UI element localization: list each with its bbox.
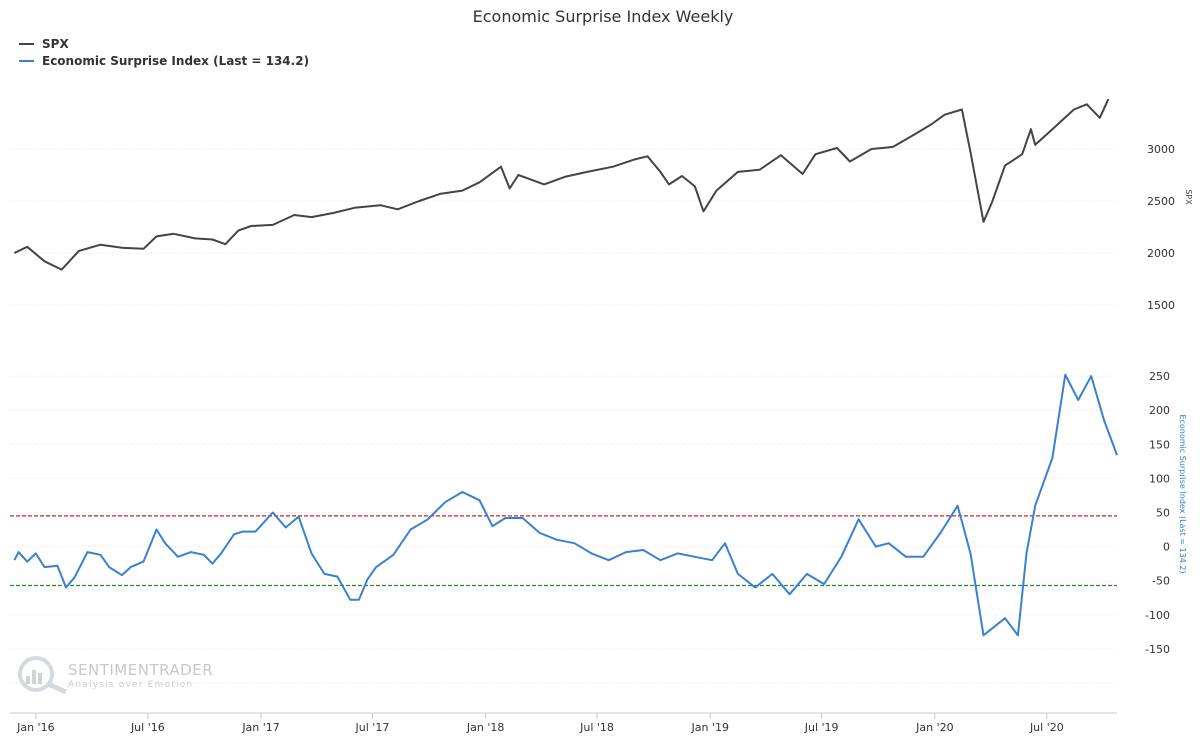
watermark-subtitle: Analysis over Emotion — [68, 680, 193, 690]
series-layer — [13, 98, 1118, 637]
x-tick-label: Jan '18 — [466, 721, 504, 734]
legend-label-esi[interactable]: Economic Surprise Index (Last = 134.2) — [42, 54, 309, 68]
x-tick-label: Jul '20 — [1029, 721, 1064, 734]
axis-layer: 1500 2000 2500 3000 -150 -100 -50 0 50 100 150 200 2… — [10, 143, 1175, 734]
x-tick-label: Jan '20 — [915, 721, 953, 734]
legend-label-spx[interactable]: SPX — [42, 37, 69, 51]
reference-lines — [10, 515, 1117, 587]
y-tick-label: 2500 — [1147, 195, 1175, 208]
y-tick-label: 200 — [1149, 404, 1170, 417]
esi-line[interactable] — [13, 373, 1118, 637]
y-tick-label: 2000 — [1147, 247, 1175, 260]
spx-axis-title: SPX — [1184, 189, 1193, 205]
x-tick-label: Jul '17 — [355, 721, 390, 734]
chart-title: Economic Surprise Index Weekly — [473, 7, 734, 26]
watermark-handle-icon — [46, 681, 68, 695]
esi-axis-title: Economic Surprise Index (Last = 134.2) — [1178, 414, 1187, 573]
watermark-magnifier-icon — [18, 656, 54, 692]
y-tick-label: 250 — [1149, 370, 1170, 383]
y-tick-label: 100 — [1149, 472, 1170, 485]
x-tick-label: Jul '18 — [579, 721, 614, 734]
watermark-title: SENTIMENTRADER — [68, 661, 213, 679]
watermark: SENTIMENTRADER Analysis over Emotion — [18, 656, 213, 695]
y-tick-label: 150 — [1149, 438, 1170, 451]
grid-layer — [10, 148, 1117, 684]
x-tick-label: Jul '16 — [130, 721, 165, 734]
spx-line[interactable] — [13, 98, 1110, 271]
y-tick-label: -50 — [1152, 575, 1170, 588]
legend[interactable]: SPX Economic Surprise Index (Last = 134.… — [19, 37, 309, 68]
y-tick-label: 50 — [1156, 507, 1170, 520]
x-tick-label: Jan '19 — [691, 721, 729, 734]
x-tick-label: Jan '16 — [16, 721, 54, 734]
x-tick-label: Jul '19 — [804, 721, 839, 734]
y-tick-label: -100 — [1145, 609, 1170, 622]
y-tick-label: -150 — [1145, 643, 1170, 656]
y-tick-label: 3000 — [1147, 143, 1175, 156]
y-tick-label: 1500 — [1147, 299, 1175, 312]
x-tick-label: Jan '17 — [241, 721, 279, 734]
y-tick-label: 0 — [1163, 541, 1170, 554]
